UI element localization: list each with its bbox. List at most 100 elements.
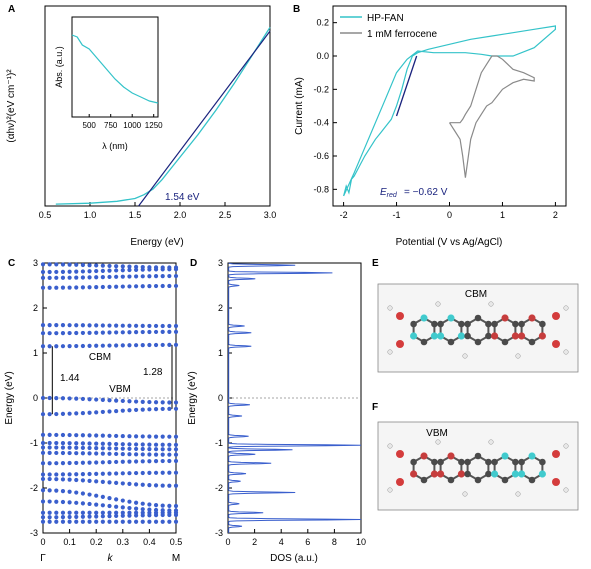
band-point [120, 451, 125, 457]
panel-a-xtick-label: 2.5 [219, 210, 232, 220]
orbital-lobe [511, 332, 519, 340]
band-point [120, 268, 125, 273]
band-point [100, 471, 105, 476]
orbital-lobe [430, 332, 438, 340]
band-point [47, 412, 52, 417]
band-point [67, 510, 72, 515]
panel-b-xtick-label: -1 [393, 210, 401, 220]
carbon-atom [474, 314, 482, 322]
panel-d-dos-curve [228, 262, 362, 533]
panel-a-fit-line [138, 30, 271, 207]
band-point [160, 283, 165, 289]
band-point [60, 477, 66, 482]
carbon-atom [518, 320, 525, 328]
band-point [94, 433, 99, 438]
band-point [160, 323, 165, 329]
band-point [140, 399, 145, 404]
band-point [94, 410, 99, 415]
band-point [74, 500, 79, 505]
band-point [80, 275, 85, 280]
band-point [140, 507, 145, 512]
band-point [173, 323, 179, 329]
band-point [74, 433, 79, 438]
band-point [127, 505, 132, 511]
panel-b-annotation: = −0.62 V [404, 187, 448, 198]
band-point [67, 262, 72, 267]
band-point [40, 344, 46, 349]
band-point [134, 506, 139, 511]
band-point [114, 471, 119, 476]
panel-a-inset-curve [71, 34, 159, 104]
panel-e-structure [387, 301, 569, 359]
band-point [173, 400, 179, 405]
band-point [40, 519, 46, 524]
band-point [134, 482, 139, 487]
band-point [80, 441, 85, 446]
band-point [40, 499, 46, 504]
carbon-atom [447, 338, 455, 346]
band-point [160, 512, 165, 518]
band-point [80, 510, 85, 515]
panel-c-vbm-label: VBM [109, 384, 131, 395]
band-point [160, 458, 165, 464]
band-point [120, 442, 125, 447]
band-point [120, 446, 125, 451]
band-point [80, 343, 85, 349]
band-point [107, 460, 112, 465]
band-point [60, 396, 66, 401]
band-point [167, 342, 172, 348]
band-point [127, 330, 132, 335]
band-point [100, 330, 105, 335]
band-point [87, 410, 92, 415]
band-point [107, 409, 112, 414]
band-point [87, 478, 92, 483]
band-point [114, 497, 119, 502]
band-point [54, 510, 59, 515]
band-point [100, 510, 105, 515]
orbital-lobe [501, 314, 509, 322]
panel-f-structure [387, 439, 569, 497]
band-point [67, 269, 72, 274]
panel-c-xtick-label: 0.3 [117, 537, 130, 547]
band-point [107, 268, 112, 273]
band-point [87, 263, 92, 268]
carbon-atom [464, 332, 471, 340]
band-point [134, 407, 139, 413]
hydrogen-atom [387, 487, 393, 493]
band-point [67, 472, 72, 477]
orbital-lobe [457, 470, 465, 478]
band-point [74, 514, 79, 520]
band-point [60, 450, 66, 456]
carbon-atom [539, 458, 546, 466]
band-point [114, 451, 119, 457]
band-point [114, 433, 119, 439]
panel-c-chart: Energy (eV) Γ k M CBM VBM 1.44 1.28 [4, 262, 180, 564]
band-point [67, 275, 72, 280]
band-point [153, 459, 159, 464]
panel-d-xlabel: DOS (a.u.) [270, 553, 318, 564]
band-point [60, 489, 66, 494]
orbital-lobe [430, 470, 438, 478]
band-point [94, 446, 99, 451]
panel-b-fit-line [395, 55, 418, 117]
band-point [87, 397, 92, 402]
carbon-atom [474, 452, 482, 460]
band-point [94, 519, 99, 524]
band-point [127, 434, 132, 439]
band-point [120, 513, 125, 518]
band-point [173, 342, 179, 347]
band-point [173, 406, 179, 411]
band-point [94, 493, 99, 498]
band-point [140, 513, 145, 518]
band-point [40, 269, 46, 275]
band-point [120, 398, 125, 404]
panel-a-inset-frame [71, 16, 159, 118]
band-point [74, 477, 79, 483]
band-point [100, 284, 105, 290]
band-point [127, 499, 132, 504]
hydrogen-atom [515, 491, 521, 497]
band-point [60, 275, 66, 280]
carbon-atom [447, 476, 455, 484]
band-point [147, 442, 152, 447]
